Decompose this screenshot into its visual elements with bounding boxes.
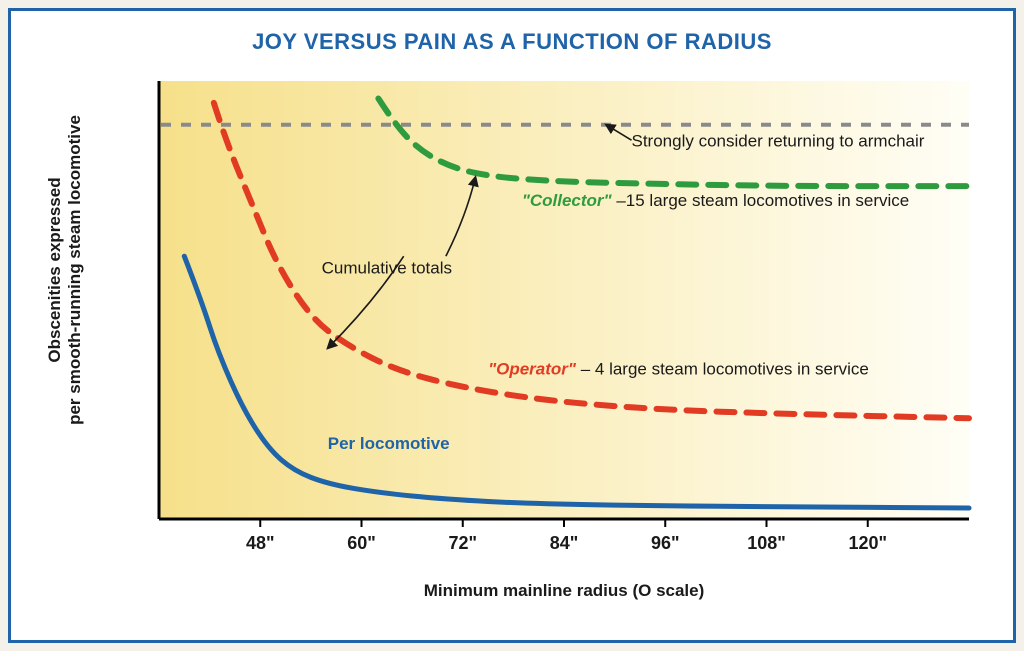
svg-text:"Operator" – 4 large steam loc: "Operator" – 4 large steam locomotives i… (488, 359, 869, 378)
svg-text:"Collector" –15 large steam lo: "Collector" –15 large steam locomotives … (522, 191, 909, 210)
page: JOY VERSUS PAIN AS A FUNCTION OF RADIUS … (0, 0, 1024, 651)
svg-text:84": 84" (550, 533, 579, 553)
y-axis-label-line1: Obscenities expressed (45, 51, 65, 489)
svg-text:Per locomotive: Per locomotive (328, 434, 450, 453)
svg-text:108": 108" (747, 533, 786, 553)
y-axis-label-line2: per smooth-running steam locomotive (65, 51, 85, 489)
svg-text:96": 96" (651, 533, 680, 553)
chart-area: Obscenities expressed per smooth-running… (39, 59, 985, 579)
svg-text:48": 48" (246, 533, 275, 553)
svg-text:Strongly consider returning to: Strongly consider returning to armchair (632, 132, 925, 151)
svg-text:Cumulative totals: Cumulative totals (322, 259, 452, 278)
svg-text:72": 72" (448, 533, 477, 553)
chart-frame: JOY VERSUS PAIN AS A FUNCTION OF RADIUS … (8, 8, 1016, 643)
x-axis-label: Minimum mainline radius (O scale) (159, 581, 969, 601)
svg-text:120": 120" (848, 533, 887, 553)
y-axis-label: Obscenities expressed per smooth-running… (45, 51, 84, 489)
chart-svg: 48" 60" 72" 84" 96" 108" 120" Strongly consider… (39, 59, 979, 579)
svg-text:60": 60" (347, 533, 376, 553)
chart-title: JOY VERSUS PAIN AS A FUNCTION OF RADIUS (39, 29, 985, 55)
